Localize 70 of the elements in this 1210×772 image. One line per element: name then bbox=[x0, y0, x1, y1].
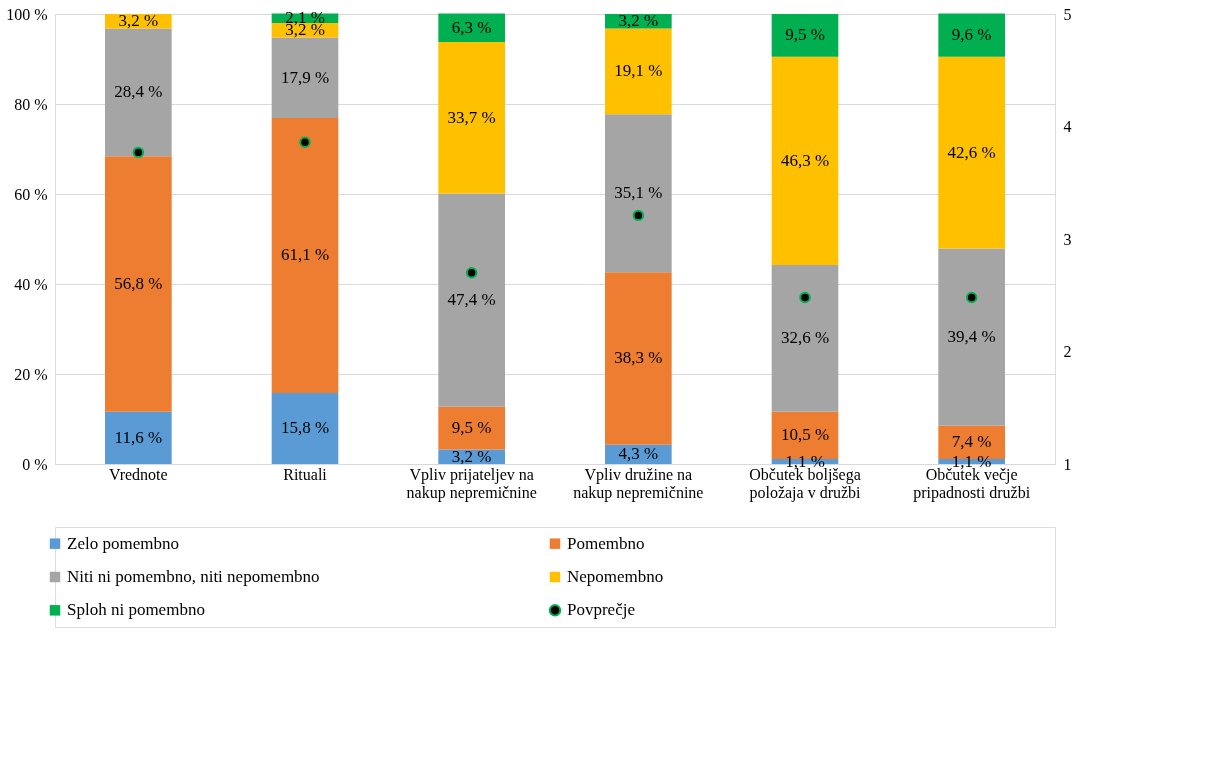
data-label: 6,3 % bbox=[451, 17, 492, 37]
data-label: 19,1 % bbox=[614, 61, 663, 81]
data-label: 11,6 % bbox=[114, 427, 163, 447]
bar bbox=[438, 406, 505, 450]
data-label: 61,1 % bbox=[280, 245, 330, 265]
data-label: 28,4 % bbox=[114, 82, 163, 102]
data-label: 17,9 % bbox=[280, 67, 330, 87]
x-tick-label: Vpliv družine na nakup nepremičnine bbox=[573, 465, 704, 502]
data-label: 33,7 % bbox=[447, 107, 496, 127]
data-label: 9,5 % bbox=[785, 25, 825, 45]
y2-tick-label: 3 bbox=[1063, 230, 1072, 248]
y-tick-label: 80 % bbox=[14, 95, 48, 113]
y-tick-label: 40 % bbox=[14, 275, 48, 293]
y2-tick-label: 4 bbox=[1063, 118, 1072, 135]
y-tick-label: 0 % bbox=[22, 455, 48, 473]
point bbox=[465, 267, 478, 279]
legend-label: Povprečje bbox=[567, 600, 635, 620]
data-label: 42,6 % bbox=[947, 142, 996, 162]
y-tick-label: 60 % bbox=[14, 185, 48, 203]
legend-label: Zelo pomembno bbox=[67, 533, 179, 553]
legend-label: Niti ni pomembno, niti nepomembno bbox=[67, 567, 320, 586]
point bbox=[132, 146, 145, 159]
bar bbox=[271, 117, 339, 393]
bar bbox=[105, 411, 172, 464]
data-label: 46,3 % bbox=[780, 150, 830, 170]
bar bbox=[438, 193, 505, 407]
data-label: 39,4 % bbox=[947, 327, 996, 347]
data-label: 15,8 % bbox=[280, 418, 330, 438]
data-label: 7,4 % bbox=[951, 432, 992, 452]
data-label: 3,2 % bbox=[618, 11, 659, 31]
bar bbox=[771, 56, 839, 266]
bar bbox=[438, 41, 505, 194]
data-label: 3,2 % bbox=[451, 446, 492, 466]
bar bbox=[605, 28, 672, 115]
data-label: 9,5 % bbox=[451, 418, 492, 438]
data-label: 3,2 % bbox=[118, 11, 159, 31]
bar bbox=[605, 114, 672, 273]
data-label: 35,1 % bbox=[614, 183, 663, 203]
data-label: 9,6 % bbox=[951, 25, 992, 45]
y-tick-label: 100 % bbox=[6, 5, 48, 23]
bar bbox=[771, 265, 839, 412]
point bbox=[965, 291, 978, 304]
data-label: 4,3 % bbox=[618, 444, 659, 464]
bar bbox=[105, 156, 172, 412]
y2-tick-label: 2 bbox=[1063, 343, 1072, 360]
bar bbox=[938, 13, 1005, 57]
bar bbox=[771, 14, 839, 57]
data-label: 56,8 % bbox=[114, 274, 163, 293]
point bbox=[799, 291, 811, 304]
bar bbox=[938, 56, 1005, 249]
y-tick-label: 20 % bbox=[14, 365, 48, 383]
bar bbox=[605, 272, 672, 445]
bar bbox=[271, 37, 339, 118]
data-label: 38,3 % bbox=[614, 348, 663, 368]
legend-label: Nepomembno bbox=[567, 567, 664, 586]
x-tick-label: Vrednote bbox=[109, 465, 168, 483]
y2-tick-label: 1 bbox=[1063, 455, 1072, 473]
data-label: 32,6 % bbox=[780, 328, 830, 348]
legend-label: Pomembno bbox=[567, 533, 645, 553]
y2-tick-label: 5 bbox=[1063, 5, 1072, 23]
legend-label: Sploh ni pomembno bbox=[67, 600, 205, 620]
bar bbox=[271, 392, 339, 464]
bar bbox=[938, 248, 1005, 426]
point bbox=[299, 136, 311, 148]
x-tick-label: Vpliv prijateljev na nakup nepremičnine bbox=[406, 465, 537, 502]
point bbox=[632, 209, 645, 222]
bar bbox=[105, 28, 172, 157]
data-label: 10,5 % bbox=[780, 425, 830, 445]
x-tick-label: Rituali bbox=[283, 465, 328, 483]
data-label: 47,4 % bbox=[447, 290, 496, 310]
